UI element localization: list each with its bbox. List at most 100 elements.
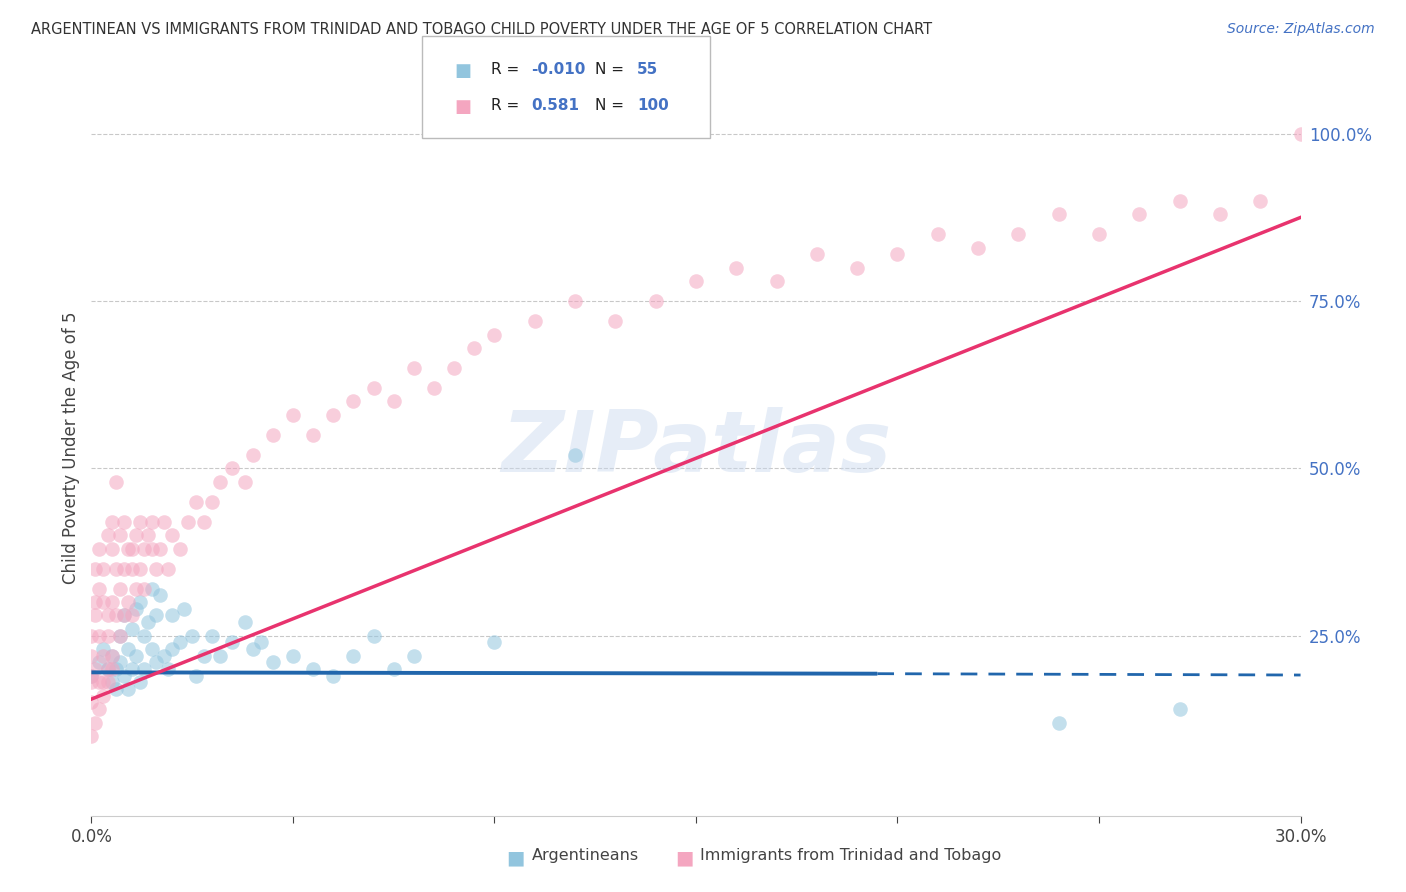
Point (1168, 194, 1191, 208)
Text: N =: N = (595, 62, 628, 78)
Point (112, 515, 135, 529)
Point (160, 528, 183, 542)
Point (104, 608, 127, 623)
Point (84, 608, 107, 623)
Point (201, 628, 224, 642)
Point (100, 595, 122, 609)
Point (233, 475, 256, 489)
Text: 0.581: 0.581 (531, 98, 579, 113)
Point (108, 628, 131, 642)
Point (100, 648, 122, 663)
Text: R =: R = (491, 98, 524, 113)
Point (160, 608, 183, 623)
Point (89, 702, 111, 716)
Point (1289, 127, 1312, 141)
Point (125, 648, 148, 663)
Point (104, 562, 127, 576)
Point (564, 448, 586, 462)
Point (262, 427, 284, 442)
Point (382, 662, 405, 676)
Point (121, 662, 143, 676)
Point (423, 381, 446, 395)
Point (145, 655, 167, 669)
Point (80, 628, 103, 642)
Point (125, 602, 148, 616)
Point (463, 341, 485, 355)
Point (89, 655, 111, 669)
Text: R =: R = (491, 62, 524, 78)
Point (100, 541, 122, 556)
Point (104, 475, 127, 489)
Point (128, 595, 150, 609)
Point (132, 628, 155, 642)
Point (93, 595, 115, 609)
Point (363, 381, 385, 395)
Point (104, 662, 127, 676)
Point (209, 648, 232, 663)
Point (262, 655, 284, 669)
Point (80, 669, 103, 683)
Point (1088, 227, 1111, 241)
Text: ARGENTINEAN VS IMMIGRANTS FROM TRINIDAD AND TOBAGO CHILD POVERTY UNDER THE AGE O: ARGENTINEAN VS IMMIGRANTS FROM TRINIDAD … (31, 22, 932, 37)
Point (322, 669, 344, 683)
Point (125, 528, 148, 542)
Text: ■: ■ (506, 848, 524, 867)
Point (121, 541, 143, 556)
Point (160, 642, 183, 657)
Point (402, 360, 425, 375)
Point (117, 642, 139, 657)
Point (177, 515, 200, 529)
Point (96, 528, 118, 542)
Point (84, 562, 107, 576)
Point (1249, 194, 1271, 208)
Point (1168, 702, 1191, 716)
Point (93, 675, 115, 690)
Point (141, 642, 163, 657)
Point (242, 448, 264, 462)
Point (96, 628, 118, 642)
Point (100, 515, 122, 529)
Point (484, 635, 506, 649)
Point (93, 689, 115, 703)
Point (806, 247, 828, 261)
Point (93, 562, 115, 576)
Point (117, 681, 139, 696)
Point (967, 240, 990, 255)
Point (80, 648, 103, 663)
Text: 55: 55 (637, 62, 658, 78)
Point (80, 696, 103, 710)
Point (128, 562, 150, 576)
Point (84, 595, 107, 609)
Point (249, 635, 271, 649)
Point (136, 528, 159, 542)
Point (209, 475, 232, 489)
Point (927, 227, 949, 241)
Point (149, 541, 172, 556)
Point (1128, 207, 1150, 221)
Point (132, 582, 155, 596)
Point (104, 681, 127, 696)
Text: Argentineans: Argentineans (531, 847, 638, 863)
Point (108, 582, 131, 596)
Point (281, 648, 304, 663)
Point (193, 648, 215, 663)
Text: ■: ■ (454, 62, 471, 80)
Point (141, 515, 163, 529)
Point (1047, 207, 1070, 221)
Point (173, 602, 195, 616)
Point (342, 394, 364, 409)
Point (156, 662, 179, 676)
Point (117, 541, 139, 556)
Point (1209, 207, 1232, 221)
Point (89, 582, 111, 596)
Point (100, 648, 122, 663)
Point (128, 675, 150, 690)
Point (96, 608, 118, 623)
Text: ZIPatlas: ZIPatlas (501, 407, 891, 490)
Point (89, 675, 111, 690)
Point (322, 408, 344, 422)
Point (302, 427, 325, 442)
Text: Immigrants from Trinidad and Tobago: Immigrants from Trinidad and Tobago (700, 847, 1001, 863)
Point (132, 541, 155, 556)
Point (846, 260, 869, 275)
